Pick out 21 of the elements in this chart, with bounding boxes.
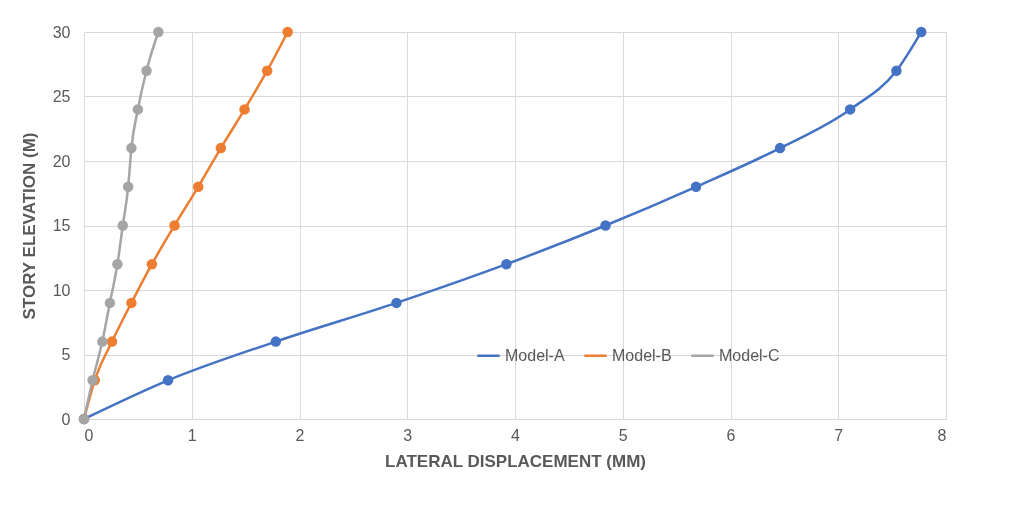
x-tick-label: 0 xyxy=(84,426,94,444)
y-axis-title: STORY ELEVATION (M) xyxy=(19,132,39,320)
x-tick-label: 6 xyxy=(726,426,736,444)
x-tick-label: 7 xyxy=(834,426,844,444)
x-tick-label: 8 xyxy=(937,426,947,444)
legend-label: Model-C xyxy=(719,346,780,364)
y-tick-label: 10 xyxy=(52,281,71,299)
legend-label: Model-A xyxy=(505,346,565,364)
x-tick-label: 5 xyxy=(618,426,628,444)
y-tick-label: 20 xyxy=(52,152,71,170)
x-tick-label: 3 xyxy=(403,426,413,444)
x-tick-label: 4 xyxy=(511,426,521,444)
x-axis-title: LATERAL DISPLACEMENT (MM) xyxy=(385,451,646,471)
x-tick-label: 2 xyxy=(295,426,305,444)
x-tick-label: 1 xyxy=(187,426,197,444)
y-tick-label: 15 xyxy=(52,217,71,234)
y-tick-label: 30 xyxy=(52,23,71,41)
y-tick-label: 25 xyxy=(52,88,71,105)
y-tick-label: 0 xyxy=(61,410,71,428)
legend-label: Model-B xyxy=(612,346,672,364)
y-tick-label: 5 xyxy=(61,346,71,363)
